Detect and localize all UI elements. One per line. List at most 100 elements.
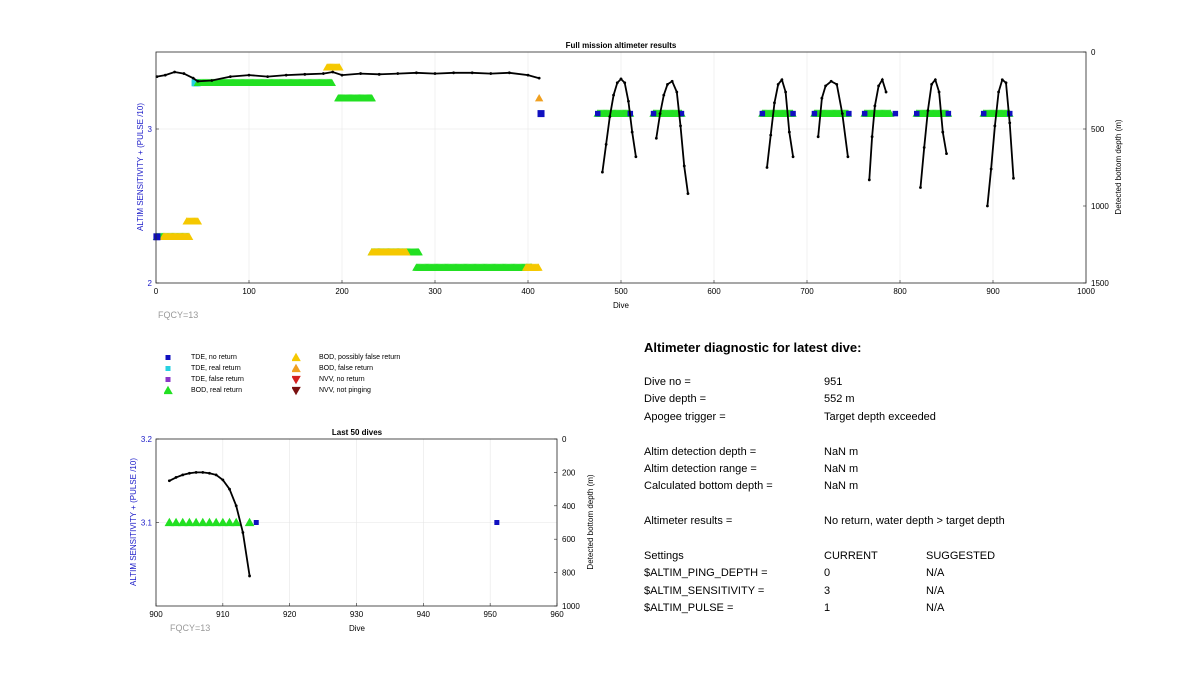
bottom-depth-point (829, 79, 833, 83)
detail-y-ticks: 3.1 3.2 (141, 435, 159, 528)
bod-real-marker (177, 517, 188, 527)
bottom-depth-point (630, 130, 634, 134)
bottom-depth-point (194, 471, 198, 474)
detail-y2-axis-label: Detected bottom depth (m) (586, 474, 595, 569)
settings-header-row: Settings CURRENT SUGGESTED (644, 548, 1164, 565)
apogee-row: Apogee trigger = Target depth exceeded (644, 409, 1164, 426)
bottom-depth-point (824, 84, 827, 88)
bottom-depth-point (986, 204, 989, 208)
bottom-depth-point (1004, 81, 1008, 85)
bottom-depth-point (919, 186, 922, 189)
y-tick-label: 3.2 (141, 435, 153, 444)
legend-symbol (292, 375, 301, 385)
bottom-depth-line (986, 78, 1015, 207)
x-tick-label: 800 (893, 287, 907, 296)
bottom-depth-point (173, 70, 177, 74)
bottom-depth-point (188, 471, 191, 475)
x-tick-label: 300 (428, 287, 442, 296)
legend: TDE, no return TDE, real return TDE, false… (164, 352, 464, 402)
diagnostic-title: Altimeter diagnostic for latest dive: (644, 340, 862, 355)
results-row: Altimeter results = No return, water dep… (644, 513, 1164, 530)
triangle-up-marker (335, 63, 344, 71)
triangle-down-icon (292, 375, 301, 385)
altim-range-value: NaN m (824, 462, 859, 475)
detail-y2-ticks: 0 200 400 600 800 1000 (554, 435, 580, 611)
bottom-depth-line (766, 77, 794, 168)
square-marker (650, 110, 657, 117)
bottom-depth-point (452, 71, 455, 75)
bottom-depth-point (181, 473, 185, 477)
x-tick-label: 1000 (1077, 287, 1095, 296)
legend-symbol (164, 385, 173, 395)
bottom-depth-point (773, 101, 776, 105)
bottom-depth-point (933, 78, 937, 82)
legend-label: TDE, false return (191, 376, 244, 383)
triangle-up-icon (292, 363, 301, 373)
triangle-up-marker (534, 263, 543, 271)
bottom-depth-point (208, 471, 211, 475)
main-chart: 0 100 200 300 400 500 600 700 800 900 1000 23 0500… (136, 41, 1123, 320)
bottom-depth-point (993, 124, 997, 128)
square-marker (980, 110, 987, 117)
square-icon (165, 366, 171, 371)
main-y-axis-label: ALTIM SENSITIVITY + (PULSE /10) (136, 103, 145, 231)
x-tick-label: 600 (707, 287, 721, 296)
bottom-depth-point (537, 76, 541, 80)
x-tick-label: 960 (550, 610, 564, 619)
bottom-depth-point (615, 81, 619, 85)
detail-x-axis-label: Dive (349, 624, 366, 633)
x-tick-label: 100 (242, 287, 256, 296)
bottom-depth-point (670, 79, 674, 83)
legend-symbol (292, 352, 301, 362)
square-icon (165, 355, 171, 360)
setting-row: $ALTIM_SENSITIVITY = 3 N/A (644, 583, 1164, 600)
bottom-depth-point (784, 90, 788, 94)
dive-no-row: Dive no = 951 (644, 374, 1164, 391)
main-bottom-depth-lines (155, 70, 1015, 208)
dive-depth-value: 552 m (824, 393, 855, 406)
triangle-up-marker (414, 248, 423, 256)
bottom-depth-point (322, 72, 325, 75)
bottom-depth-point (303, 72, 307, 76)
bod-real-marker (164, 517, 175, 527)
bottom-depth-point (396, 72, 400, 75)
detail-y-axis-label: ALTIM SENSITIVITY + (PULSE /10) (129, 458, 138, 586)
bottom-depth-point (675, 90, 679, 94)
bottom-depth-point (627, 99, 630, 103)
triangle-up-icon (292, 352, 301, 362)
y-tick-label: 3.1 (141, 519, 153, 528)
setting-name: $ALTIM_SENSITIVITY = (644, 584, 765, 597)
settings-header: Settings (644, 549, 684, 562)
dive-depth-label: Dive depth = (644, 393, 707, 406)
bottom-depth-point (359, 72, 362, 75)
bottom-depth-point (922, 146, 926, 149)
bottom-depth-point (926, 109, 930, 112)
bottom-depth-point (248, 574, 251, 578)
bottom-depth-point (608, 115, 612, 119)
bottom-depth-point (163, 73, 167, 77)
x-tick-label: 200 (335, 287, 349, 296)
altim-range-label: Altim detection range = (644, 462, 757, 475)
bottom-depth-point (1000, 78, 1004, 82)
detail-markers (164, 517, 500, 527)
setting-suggested: N/A (926, 584, 945, 597)
triangle-up-marker (402, 248, 411, 256)
bottom-depth-line (868, 77, 887, 180)
bottom-depth-point (820, 96, 824, 100)
setting-name: $ALTIM_PING_DEPTH = (644, 567, 768, 580)
bottom-depth-point (489, 72, 493, 75)
dive-no-value: 951 (824, 376, 843, 388)
bottom-depth-point (654, 136, 658, 140)
square-marker (759, 110, 766, 117)
bod-real-marker (197, 517, 208, 527)
main-y-ticks: 23 (148, 125, 159, 288)
setting-suggested: N/A (926, 602, 945, 615)
legend-symbol (292, 386, 301, 396)
legend-label: NVV, not pinging (319, 387, 371, 394)
results-label: Altimeter results = (644, 515, 733, 528)
bottom-depth-point (284, 73, 288, 77)
tde-no-marker (494, 520, 500, 525)
bottom-depth-point (658, 112, 662, 115)
legend-label: BOD, possibly false return (319, 354, 401, 361)
